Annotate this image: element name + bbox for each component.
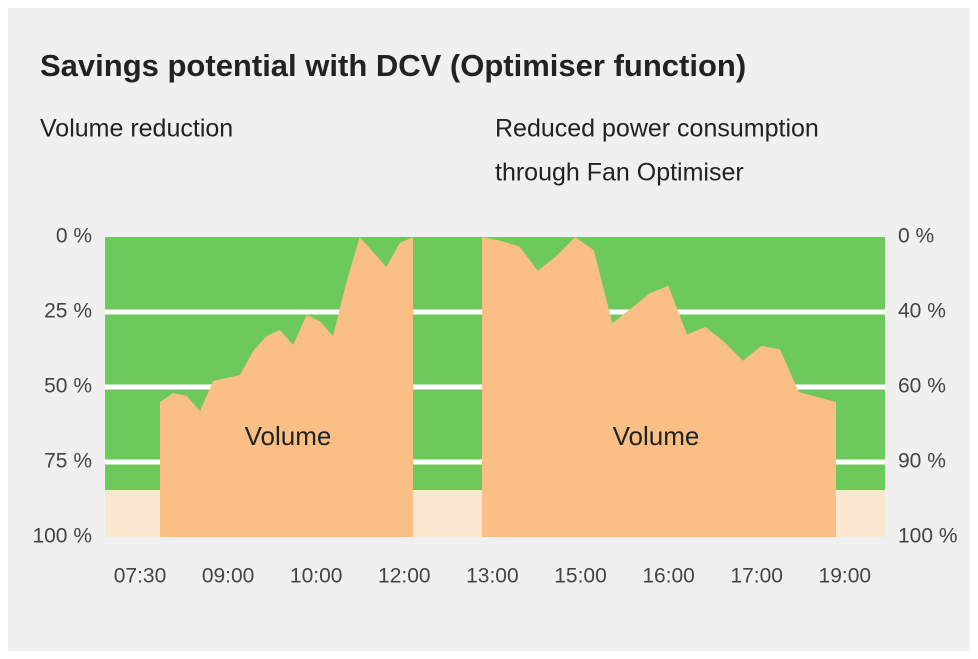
panel-title: through Fan Optimiser: [495, 159, 744, 187]
area: [160, 237, 413, 537]
x-tick-label: 07:30: [114, 565, 167, 588]
panel-title: Volume reduction: [40, 115, 233, 143]
y-tick-label: 50 %: [44, 375, 92, 398]
annotation: Volume: [245, 421, 332, 451]
y2-tick-label: 60 %: [898, 375, 946, 398]
x-tick-label: 13:00: [466, 565, 519, 588]
panel-title: Reduced power consumption: [495, 115, 819, 143]
y2-tick-label: 90 %: [898, 450, 946, 473]
plot: 0 % 25 % 50 % 75 % 100 % 0 % 40 % 60 % 90 % 100 %…: [32, 225, 957, 588]
y2-tick-label: 100 %: [898, 525, 958, 548]
x-tick-label: 19:00: [819, 565, 872, 588]
y-tick-label: 25 %: [44, 300, 92, 323]
x-tick-label: 10:00: [290, 565, 343, 588]
area: [482, 237, 836, 537]
chart-title: Savings potential with DCV (Optimiser fu…: [40, 48, 746, 83]
annotation: Volume: [613, 421, 700, 451]
x-tick-label: 16:00: [642, 565, 695, 588]
y2-tick-label: 40 %: [898, 300, 946, 323]
y-tick-label: 100 %: [32, 525, 92, 548]
x-tick-label: 09:00: [202, 565, 255, 588]
y-tick-label: 0 %: [56, 225, 92, 248]
y-tick-label: 75 %: [44, 450, 92, 473]
y2-tick-label: 0 %: [898, 225, 934, 248]
x-tick-label: 15:00: [554, 565, 607, 588]
x-tick-label: 17:00: [730, 565, 783, 588]
x-tick-label: 12:00: [378, 565, 431, 588]
